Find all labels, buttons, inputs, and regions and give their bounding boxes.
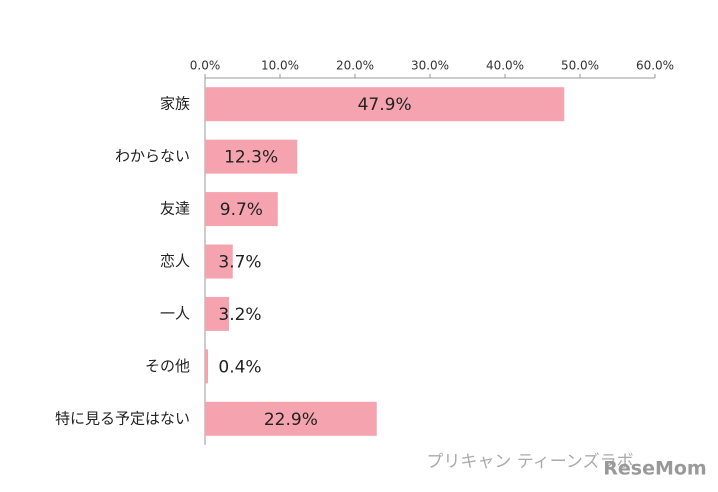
watermark: プリキャン ティーンズラボ — [426, 452, 633, 472]
y-tick-label: 一人 — [160, 304, 190, 322]
value-label: 12.3% — [224, 148, 278, 168]
x-tick-label: 60.0% — [636, 59, 674, 73]
x-tick-label: 50.0% — [561, 59, 599, 73]
bar — [205, 87, 565, 122]
bar — [205, 349, 208, 384]
value-label: 3.7% — [218, 253, 261, 273]
y-tick-label: その他 — [145, 357, 190, 375]
value-label: 0.4% — [218, 357, 261, 377]
x-tick-label: 40.0% — [486, 59, 524, 73]
bar — [205, 244, 233, 279]
y-tick-label: 家族 — [160, 95, 190, 113]
bar — [205, 139, 298, 174]
x-tick-label: 20.0% — [336, 59, 374, 73]
bar — [205, 192, 278, 227]
x-tick-label: 30.0% — [411, 59, 449, 73]
value-label: 22.9% — [264, 410, 318, 430]
value-label: 9.7% — [220, 200, 263, 220]
y-tick-label: 友達 — [160, 200, 190, 218]
bar — [205, 401, 377, 436]
bar — [205, 296, 229, 331]
y-tick-label: わからない — [115, 147, 190, 165]
value-label: 3.2% — [218, 305, 261, 325]
watermark-logo: ReseMom — [603, 458, 706, 480]
y-tick-label: 恋人 — [160, 252, 190, 270]
y-tick-label: 特に見る予定はない — [55, 409, 190, 427]
value-label: 47.9% — [358, 95, 412, 115]
x-tick-label: 10.0% — [261, 59, 299, 73]
x-tick-label: 0.0% — [190, 59, 221, 73]
